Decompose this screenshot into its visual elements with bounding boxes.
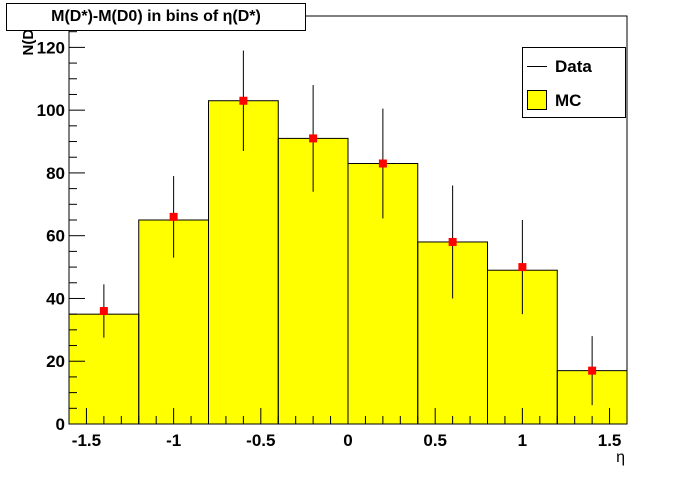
y-tick-label: 60 xyxy=(46,227,65,246)
x-tick-label: 1.5 xyxy=(598,431,622,450)
x-tick-label: -0.5 xyxy=(246,431,275,450)
legend-mc-label: MC xyxy=(555,91,582,110)
y-tick-label: 80 xyxy=(46,164,65,183)
data-point xyxy=(169,212,178,221)
legend-item-mc: MC xyxy=(523,86,625,116)
x-tick-label: 0 xyxy=(343,431,352,450)
data-point xyxy=(448,237,457,246)
x-tick-label: -1 xyxy=(166,431,181,450)
y-tick-label: 0 xyxy=(56,415,65,434)
legend-mc-swatch-icon xyxy=(527,90,547,110)
y-tick-label: 120 xyxy=(37,38,65,57)
x-axis: -1.5 -1 -0.5 0 0.5 1 1.5 xyxy=(68,408,628,450)
y-tick-label: 100 xyxy=(37,101,65,120)
data-point xyxy=(309,134,318,143)
y-tick-label: 20 xyxy=(46,352,65,371)
legend-data-label: Data xyxy=(555,57,592,76)
x-axis-label: η xyxy=(616,449,625,466)
legend-data-line-icon xyxy=(527,66,547,67)
data-point xyxy=(518,263,527,272)
legend: Data MC xyxy=(522,47,626,118)
chart-title: M(D*)-M(D0) in bins of η(D*) xyxy=(6,3,306,31)
y-tick-label: 40 xyxy=(46,289,65,308)
x-tick-label: 0.5 xyxy=(423,431,447,450)
data-point xyxy=(239,96,248,105)
data-point xyxy=(378,159,387,168)
data-point xyxy=(588,366,597,375)
legend-item-data: Data xyxy=(523,52,625,82)
x-tick-label: 1 xyxy=(518,431,527,450)
y-axis: 0 20 40 60 80 100 120 xyxy=(37,15,85,434)
x-tick-label: -1.5 xyxy=(72,431,101,450)
data-point xyxy=(99,307,108,316)
